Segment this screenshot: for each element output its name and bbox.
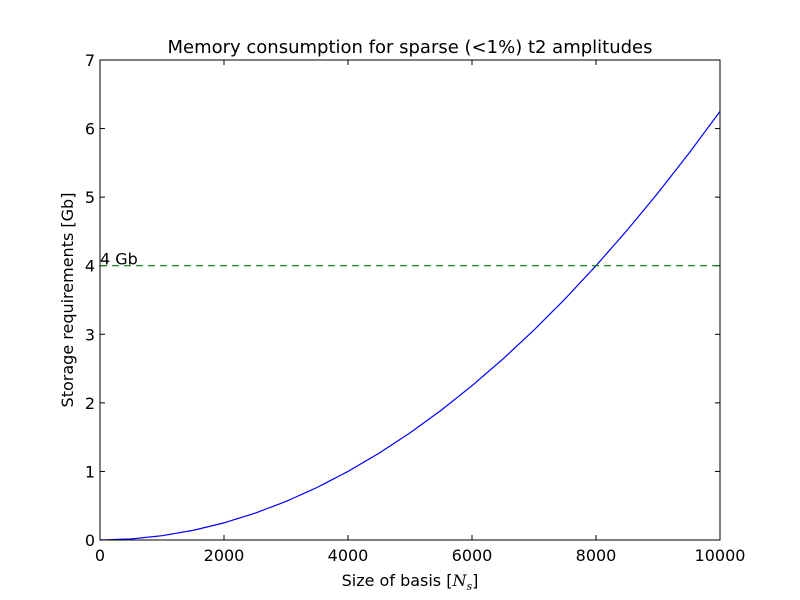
x-tick-label: 8000 (576, 546, 617, 565)
y-tick-label: 5 (85, 188, 95, 207)
storage-curve (99, 111, 721, 541)
x-tick-label: 4000 (328, 546, 369, 565)
x-tick-labels: 0 2000 4000 6000 8000 10000 (95, 546, 746, 565)
x-tick-label: 6000 (452, 546, 493, 565)
x-tick-label: 2000 (204, 546, 245, 565)
y-tick-label: 0 (85, 531, 95, 550)
plot-frame (99, 59, 721, 541)
y-tick-label: 2 (85, 394, 95, 413)
x-tick-label: 0 (95, 546, 105, 565)
y-tick-label: 1 (85, 462, 95, 481)
y-tick-label: 6 (85, 120, 95, 139)
x-tick-label: 10000 (695, 546, 746, 565)
y-tick-label: 7 (85, 51, 95, 70)
y-tick-labels: 0 1 2 3 4 5 6 7 (85, 51, 95, 550)
x-axis-label: Size of basis [Ns] (342, 571, 479, 593)
y-axis-label: Storage requirements [Gb] (58, 193, 77, 408)
annotation-4gb: 4 Gb (100, 250, 138, 269)
plot-background (100, 60, 720, 540)
y-tick-label: 3 (85, 325, 95, 344)
series-layer (99, 111, 721, 541)
chart-title: Memory consumption for sparse (<1%) t2 a… (167, 37, 652, 58)
y-tick-label: 4 (85, 257, 95, 276)
